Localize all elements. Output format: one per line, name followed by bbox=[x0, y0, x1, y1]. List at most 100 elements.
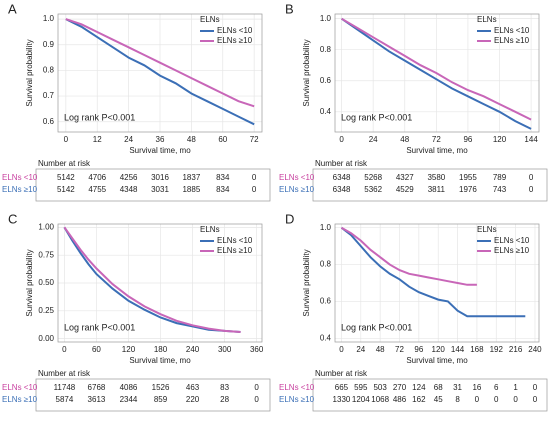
x-tick-label: 120 bbox=[122, 345, 136, 354]
y-tick-label: 0.6 bbox=[320, 76, 332, 85]
risk-row-label: ELNs ≥10 bbox=[279, 395, 315, 404]
legend-label: ELNs ≥10 bbox=[494, 36, 530, 45]
y-tick-label: 0.6 bbox=[43, 117, 55, 126]
risk-table-frame bbox=[312, 378, 548, 412]
risk-count: 4086 bbox=[120, 383, 138, 392]
risk-count: 2344 bbox=[120, 395, 138, 404]
survival-curve bbox=[340, 226, 526, 318]
risk-count: 3031 bbox=[151, 185, 169, 194]
risk-count: 859 bbox=[154, 395, 168, 404]
x-tick-label: 72 bbox=[432, 135, 441, 144]
risk-table-title: Number at risk bbox=[315, 159, 368, 168]
legend-label: ELNs ≥10 bbox=[217, 246, 253, 255]
risk-count: 0 bbox=[533, 383, 538, 392]
risk-count: 1 bbox=[513, 383, 518, 392]
risk-count: 6348 bbox=[333, 173, 351, 182]
risk-count: 5874 bbox=[56, 395, 74, 404]
survival-curve bbox=[341, 17, 532, 130]
y-axis-label: Survival probability bbox=[25, 39, 34, 106]
x-tick-label: 216 bbox=[509, 345, 523, 354]
risk-count: 5142 bbox=[57, 173, 75, 182]
risk-count: 665 bbox=[335, 383, 349, 392]
risk-count: 4256 bbox=[120, 173, 138, 182]
risk-count: 1976 bbox=[459, 185, 477, 194]
x-tick-label: 240 bbox=[528, 345, 542, 354]
risk-row-label: ELNs ≥10 bbox=[2, 185, 38, 194]
risk-count: 4327 bbox=[396, 173, 414, 182]
legend-label: ELNs <10 bbox=[217, 26, 253, 35]
x-tick-label: 192 bbox=[490, 345, 504, 354]
y-axis-label: Survival probability bbox=[25, 249, 34, 316]
legend-title: ELNs bbox=[477, 225, 497, 234]
y-tick-label: 0.25 bbox=[38, 306, 54, 315]
risk-count: 0 bbox=[252, 173, 257, 182]
risk-table-title: Number at risk bbox=[315, 369, 368, 378]
risk-count: 0 bbox=[529, 185, 534, 194]
x-tick-label: 0 bbox=[64, 135, 69, 144]
x-tick-label: 72 bbox=[250, 135, 259, 144]
risk-count: 124 bbox=[412, 383, 426, 392]
y-axis-label: Survival probability bbox=[302, 249, 311, 316]
legend-title: ELNs bbox=[200, 225, 220, 234]
plot-frame bbox=[57, 13, 263, 133]
risk-count: 1068 bbox=[371, 395, 389, 404]
legend-title: ELNs bbox=[477, 15, 497, 24]
x-tick-label: 0 bbox=[62, 345, 67, 354]
risk-count: 1955 bbox=[459, 173, 477, 182]
x-tick-label: 168 bbox=[470, 345, 484, 354]
x-tick-label: 48 bbox=[400, 135, 409, 144]
risk-count: 5268 bbox=[364, 173, 382, 182]
x-tick-label: 48 bbox=[187, 135, 196, 144]
risk-count: 45 bbox=[434, 395, 443, 404]
y-tick-label: 0.8 bbox=[43, 66, 55, 75]
x-tick-label: 96 bbox=[463, 135, 472, 144]
risk-count: 220 bbox=[186, 395, 200, 404]
risk-table-frame bbox=[35, 378, 271, 412]
y-tick-label: 0.00 bbox=[38, 334, 54, 343]
plot-frame bbox=[334, 223, 540, 343]
risk-count: 31 bbox=[453, 383, 462, 392]
x-tick-label: 144 bbox=[451, 345, 465, 354]
x-axis-label: Survival time, mo bbox=[129, 146, 191, 155]
risk-count: 595 bbox=[354, 383, 368, 392]
risk-count: 68 bbox=[434, 383, 443, 392]
survival-curve bbox=[341, 17, 532, 121]
y-tick-label: 0.8 bbox=[320, 260, 332, 269]
risk-count: 6 bbox=[494, 383, 499, 392]
y-tick-label: 1.00 bbox=[38, 222, 54, 231]
risk-table-frame bbox=[35, 168, 271, 202]
y-tick-label: 0.8 bbox=[320, 45, 332, 54]
risk-table-title: Number at risk bbox=[38, 369, 91, 378]
y-tick-label: 0.75 bbox=[38, 250, 54, 259]
risk-row-label: ELNs <10 bbox=[279, 383, 315, 392]
risk-count: 28 bbox=[220, 395, 229, 404]
panel-label: A bbox=[8, 1, 17, 16]
risk-count: 0 bbox=[533, 395, 538, 404]
risk-count: 16 bbox=[472, 383, 481, 392]
x-tick-label: 360 bbox=[250, 345, 264, 354]
risk-count: 834 bbox=[216, 173, 230, 182]
plot-frame bbox=[57, 223, 263, 343]
risk-row-label: ELNs ≥10 bbox=[2, 395, 38, 404]
x-tick-label: 240 bbox=[186, 345, 200, 354]
x-tick-label: 36 bbox=[156, 135, 165, 144]
risk-table-title: Number at risk bbox=[38, 159, 91, 168]
risk-count: 789 bbox=[493, 173, 507, 182]
legend-label: ELNs ≥10 bbox=[494, 246, 530, 255]
risk-count: 0 bbox=[475, 395, 480, 404]
risk-count: 3580 bbox=[427, 173, 445, 182]
risk-count: 1526 bbox=[152, 383, 170, 392]
y-axis-label: Survival probability bbox=[302, 39, 311, 106]
risk-count: 4706 bbox=[88, 173, 106, 182]
risk-row-label: ELNs <10 bbox=[279, 173, 315, 182]
annotation: Log rank P<0.001 bbox=[341, 112, 412, 122]
risk-count: 0 bbox=[252, 185, 257, 194]
risk-count: 463 bbox=[186, 383, 200, 392]
legend-label: ELNs <10 bbox=[217, 236, 253, 245]
annotation: Log rank P<0.001 bbox=[341, 322, 412, 332]
x-tick-label: 144 bbox=[524, 135, 538, 144]
legend-label: ELNs <10 bbox=[494, 236, 530, 245]
y-tick-label: 0.6 bbox=[320, 297, 332, 306]
x-tick-label: 12 bbox=[93, 135, 102, 144]
